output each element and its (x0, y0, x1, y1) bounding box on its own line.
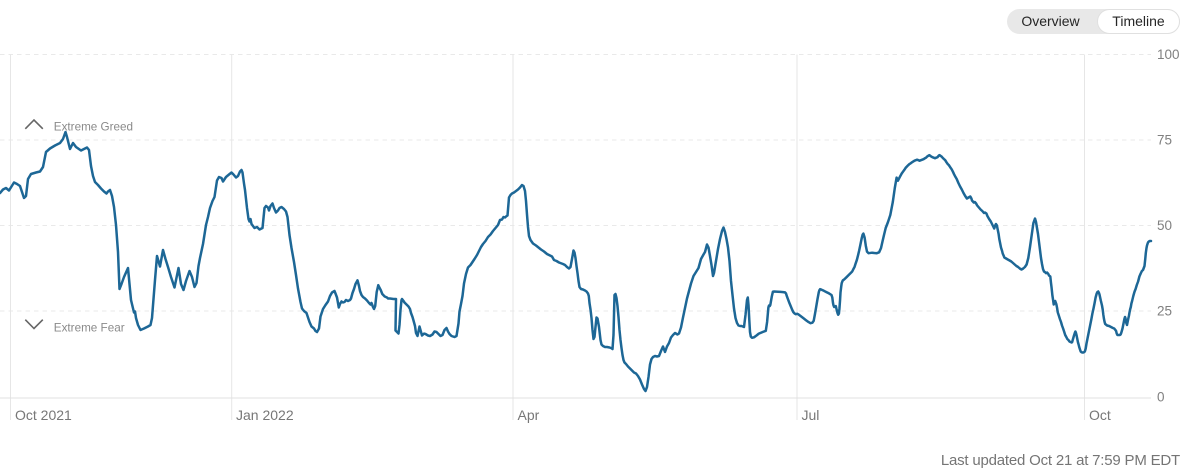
svg-text:Extreme Greed: Extreme Greed (54, 120, 133, 133)
svg-text:75: 75 (1157, 133, 1172, 148)
svg-text:Jul: Jul (802, 407, 820, 423)
svg-text:25: 25 (1157, 304, 1172, 319)
svg-text:100: 100 (1157, 47, 1180, 62)
svg-text:50: 50 (1157, 218, 1172, 233)
svg-text:Jan 2022: Jan 2022 (236, 407, 294, 423)
svg-text:Oct 2021: Oct 2021 (15, 407, 72, 423)
svg-text:Oct: Oct (1089, 407, 1111, 423)
svg-text:Extreme Fear: Extreme Fear (54, 321, 125, 334)
svg-text:Apr: Apr (518, 407, 540, 423)
svg-text:0: 0 (1157, 390, 1165, 405)
